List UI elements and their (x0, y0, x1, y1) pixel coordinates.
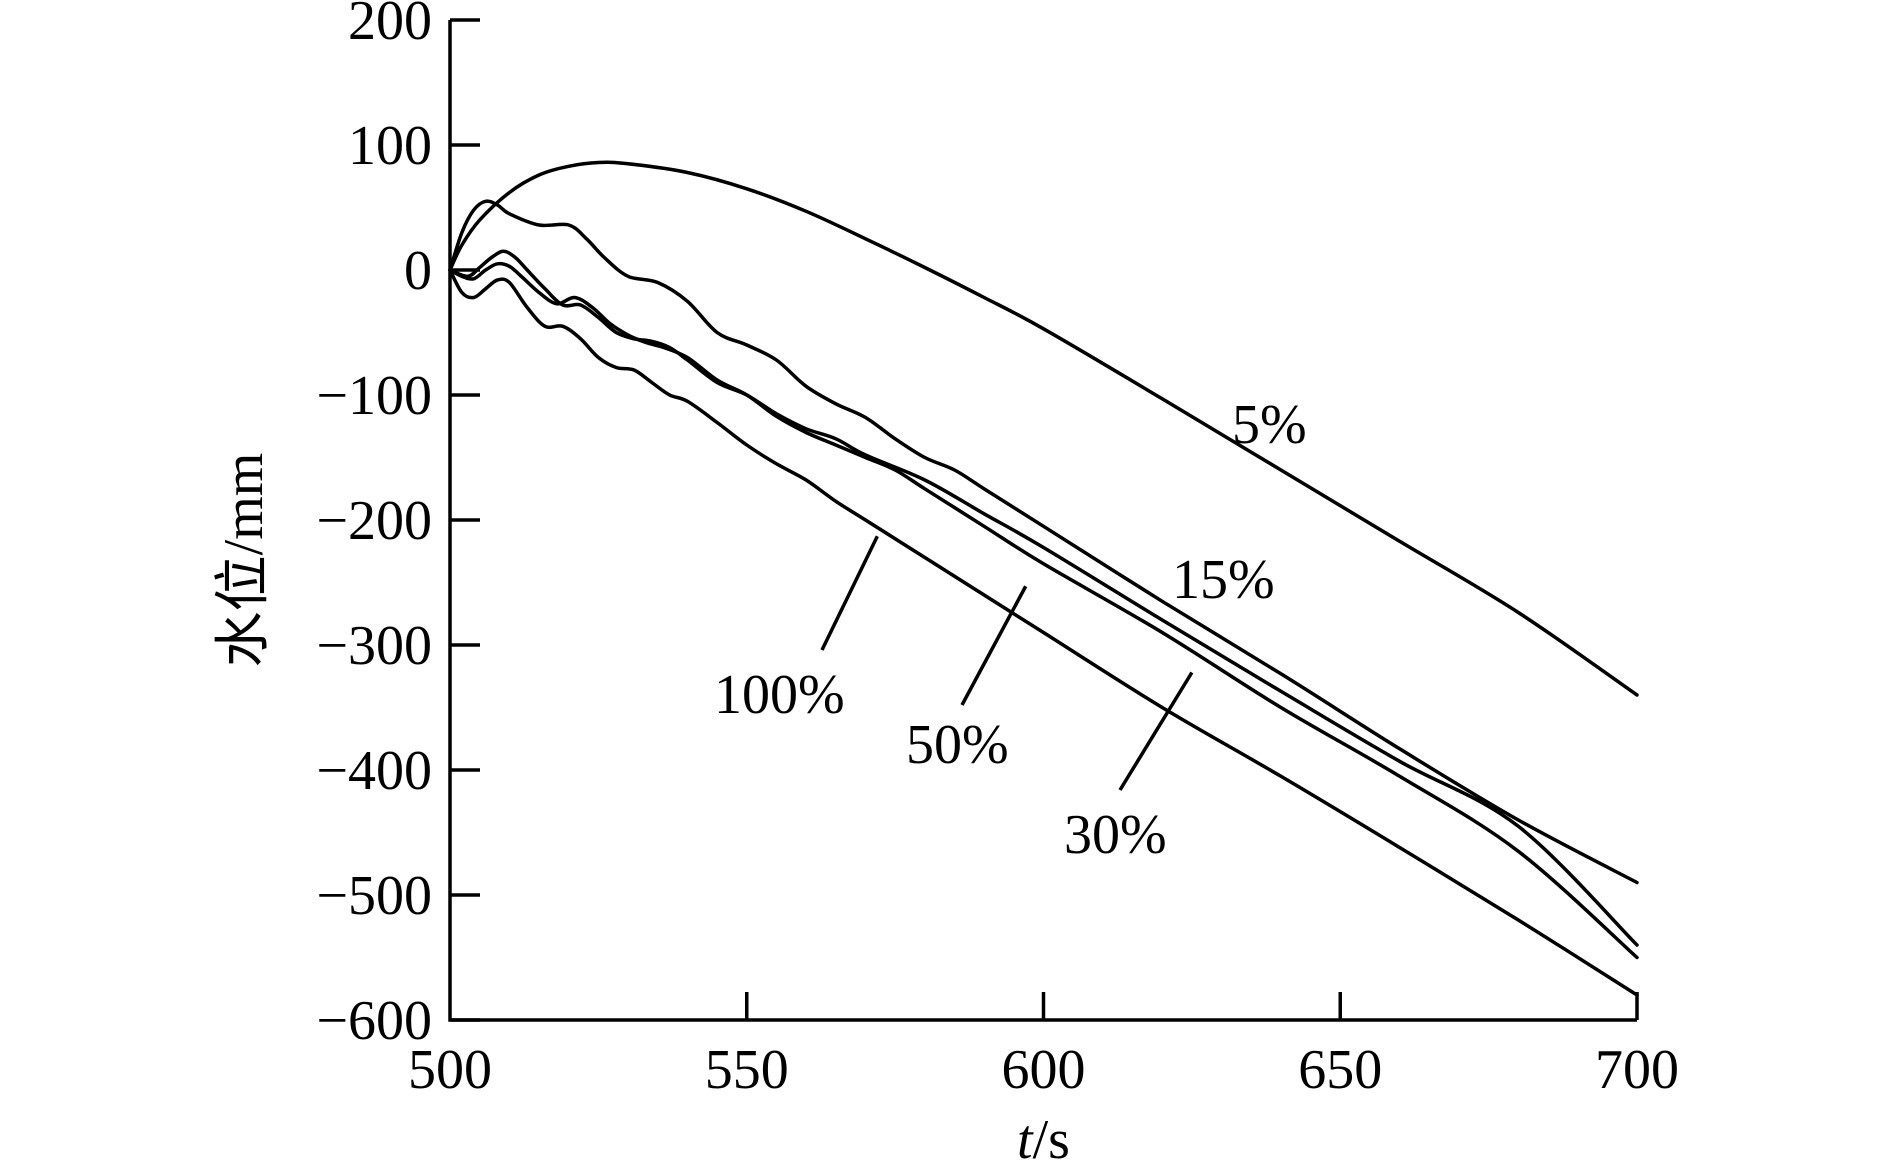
x-axis-ticks: 500 550 600 650 700 (408, 992, 1679, 1101)
x-tick-label: 550 (705, 1039, 789, 1101)
x-axis-title-italic: t (1017, 1109, 1034, 1160)
y-axis-title: 水位/mm (213, 453, 275, 668)
series-line-30pct (448, 249, 1639, 947)
leader-line-30pct (1118, 671, 1194, 791)
y-axis-ticks: 200 100 0 −100 −200 −300 −400 −500 −600 (316, 0, 480, 1052)
annotation-group: 5% 15% 30% 50% 100% (714, 394, 1307, 866)
series-label-5pct: 5% (1232, 394, 1307, 456)
y-tick-label: −500 (316, 865, 432, 927)
y-tick-label: −300 (316, 615, 432, 677)
series-label-30pct: 30% (1064, 804, 1167, 866)
x-axis-title: t/s (1017, 1109, 1070, 1160)
series-label-100pct: 100% (714, 664, 845, 726)
series-line-5pct (448, 160, 1639, 697)
series-line-15pct (448, 199, 1639, 885)
axis-frame (448, 20, 1637, 1022)
series-label-15pct: 15% (1172, 549, 1275, 611)
y-tick-label: 200 (348, 0, 432, 52)
y-tick-label: −600 (316, 990, 432, 1052)
y-tick-label: 0 (404, 240, 432, 302)
series-line-100pct (448, 268, 1639, 997)
y-tick-label: −100 (316, 365, 432, 427)
x-tick-label: 650 (1298, 1039, 1382, 1101)
leader-line-100pct (820, 535, 879, 651)
x-tick-label: 600 (1002, 1039, 1086, 1101)
y-tick-label: −400 (316, 740, 432, 802)
series-line-50pct (448, 261, 1639, 960)
axes (448, 20, 1637, 1022)
series-label-50pct: 50% (906, 714, 1009, 776)
y-tick-label: 100 (348, 115, 432, 177)
leader-line-50pct (960, 585, 1028, 706)
series-group (448, 160, 1639, 997)
x-tick-label: 700 (1595, 1039, 1679, 1101)
y-tick-label: −200 (316, 490, 432, 552)
x-axis-title-rest: /s (1033, 1109, 1070, 1160)
x-tick-label: 500 (408, 1039, 492, 1101)
